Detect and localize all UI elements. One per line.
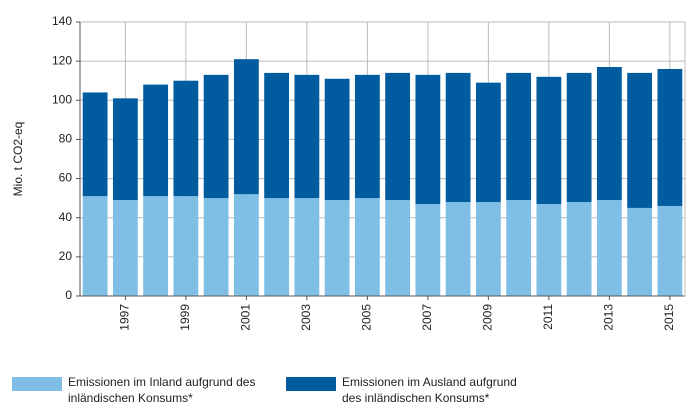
bar-segment <box>415 204 441 296</box>
legend-item: Emissionen im Ausland aufgrund des inlän… <box>286 374 532 406</box>
legend-swatch <box>286 377 336 391</box>
bar-segment <box>203 198 229 296</box>
bar-segment <box>233 194 259 296</box>
bar-segment <box>143 196 169 296</box>
bar-segment <box>415 74 441 205</box>
bar-segment <box>82 92 108 197</box>
x-tick-label: 1997 <box>118 304 132 331</box>
bar-segment <box>627 207 653 296</box>
bar-segment <box>536 76 562 205</box>
bar-segment <box>324 200 350 296</box>
bar-segment <box>264 72 290 199</box>
legend-label: Emissionen im Inland aufgrund des inländ… <box>68 375 256 405</box>
bar-segment <box>354 74 380 199</box>
bar-segment <box>173 80 199 197</box>
y-tick-label: 80 <box>59 132 73 146</box>
x-tick-label: 2007 <box>420 304 434 331</box>
x-tick-label: 2015 <box>662 304 676 331</box>
bar-segment <box>82 196 108 296</box>
x-tick-label: 2003 <box>299 304 313 331</box>
bar-segment <box>657 68 683 206</box>
bar-segment <box>445 72 471 203</box>
x-tick-label: 2009 <box>481 304 495 331</box>
y-tick-label: 140 <box>52 14 72 28</box>
bar-segment <box>294 74 320 199</box>
legend-label: Emissionen im Ausland aufgrund des inlän… <box>342 375 517 405</box>
bar-segment <box>475 202 501 296</box>
y-tick-label: 0 <box>65 288 72 302</box>
bar-segment <box>294 198 320 296</box>
legend-item: Emissionen im Inland aufgrund des inländ… <box>12 374 258 406</box>
bar-segment <box>566 202 592 296</box>
bar-segment <box>627 72 653 208</box>
bar-segment <box>506 72 532 201</box>
bar-segment <box>143 84 169 197</box>
y-tick-label: 100 <box>52 92 72 106</box>
bar-segment <box>203 74 229 199</box>
bar-segment <box>657 205 683 296</box>
bar-segment <box>233 59 259 195</box>
bar-segment <box>354 198 380 296</box>
bar-segment <box>385 200 411 296</box>
bar-segment <box>173 196 199 296</box>
bar-segment <box>264 198 290 296</box>
x-tick-label: 2001 <box>239 304 253 331</box>
bar-segment <box>506 200 532 296</box>
bar-segment <box>596 200 622 296</box>
y-tick-label: 120 <box>52 53 72 67</box>
y-axis-label: Mio. t CO2-eq <box>11 122 25 197</box>
bar-segment <box>596 67 622 201</box>
x-tick-label: 2013 <box>602 304 616 331</box>
legend: Emissionen im Inland aufgrund des inländ… <box>12 374 532 406</box>
x-tick-label: 1999 <box>178 304 192 331</box>
x-tick-label: 2005 <box>360 304 374 331</box>
bar-segment <box>536 204 562 296</box>
bar-segment <box>475 82 501 203</box>
y-tick-label: 60 <box>59 171 73 185</box>
legend-swatch <box>12 377 62 391</box>
bar-segment <box>385 72 411 201</box>
bar-segment <box>445 202 471 296</box>
bar-segment <box>566 72 592 203</box>
y-tick-label: 20 <box>59 249 73 263</box>
bar-segment <box>112 200 138 296</box>
bar-segment <box>112 98 138 201</box>
x-tick-label: 2011 <box>541 304 555 330</box>
y-tick-label: 40 <box>59 210 73 224</box>
bar-segment <box>324 78 350 201</box>
chart: Mio. t CO2-eq 0 20 40 60 80 100 120 140 1997 1999… <box>11 14 686 331</box>
